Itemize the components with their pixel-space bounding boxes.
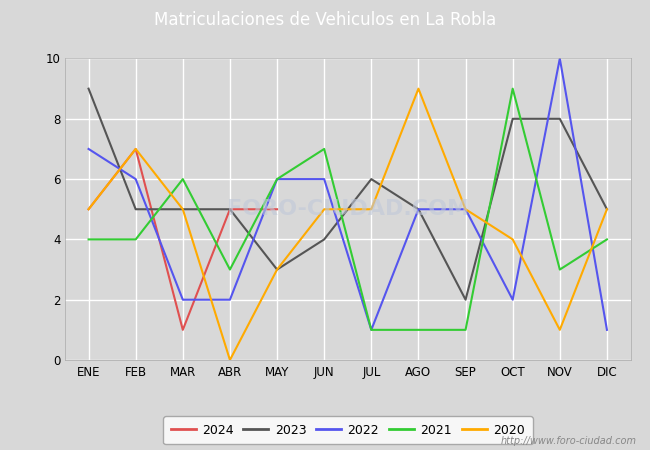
Legend: 2024, 2023, 2022, 2021, 2020: 2024, 2023, 2022, 2021, 2020 — [163, 416, 532, 444]
Text: http://www.foro-ciudad.com: http://www.foro-ciudad.com — [501, 436, 637, 446]
Text: Matriculaciones de Vehiculos en La Robla: Matriculaciones de Vehiculos en La Robla — [154, 11, 496, 29]
Text: FORO-CIUDAD.COM: FORO-CIUDAD.COM — [227, 199, 469, 219]
